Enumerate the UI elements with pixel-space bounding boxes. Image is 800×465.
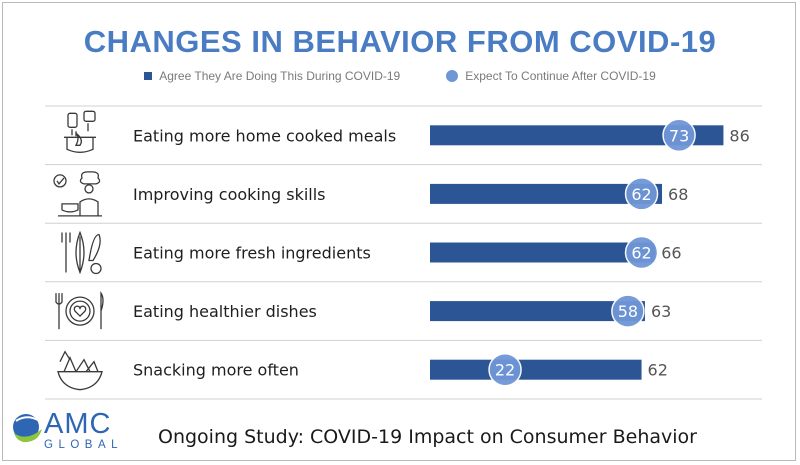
plate-heart-icon — [55, 290, 104, 330]
logo-text-global: GLOBAL — [44, 439, 124, 451]
category-label: Improving cooking skills — [133, 185, 326, 204]
logo-text-amc: AMC — [44, 408, 112, 440]
bar-during — [430, 242, 656, 263]
category-label: Eating more fresh ingredients — [133, 244, 371, 263]
category-label: Eating healthier dishes — [133, 302, 317, 321]
dot-value-label: 73 — [669, 126, 689, 145]
dot-after — [624, 235, 659, 270]
legend-bar-swatch — [144, 72, 153, 80]
vegetables-icon — [61, 230, 102, 275]
cooking-pot-icon — [64, 110, 96, 153]
snack-bowl-icon — [57, 350, 103, 391]
dot-after — [624, 177, 659, 211]
dot-after — [611, 294, 645, 328]
bar-during — [430, 359, 642, 380]
footer: AMC GLOBAL Ongoing Study: COVID-19 Impac… — [12, 407, 782, 457]
bar-value-label: 68 — [668, 185, 688, 204]
footer-subtitle: Ongoing Study: COVID-19 Impact on Consum… — [158, 426, 697, 448]
chart-plot: Eating more home cooked meals 86 73 Improvi… — [45, 105, 762, 400]
legend-dot-swatch — [446, 70, 459, 82]
category-label: Eating more home cooked meals — [133, 126, 396, 145]
legend-after-label: Expect To Continue After COVID-19 — [465, 69, 656, 83]
legend: Agree They Are Doing This During COVID-1… — [0, 69, 800, 83]
bar-value-label: 66 — [661, 244, 681, 263]
dot-after — [662, 118, 696, 153]
bar-value-label: 63 — [651, 302, 671, 321]
bar-during — [430, 183, 663, 204]
legend-during-label: Agree They Are Doing This During COVID-1… — [159, 69, 401, 83]
category-label: Snacking more often — [133, 361, 299, 380]
dot-value-label: 22 — [495, 361, 515, 380]
dot-value-label: 58 — [618, 302, 638, 321]
chef-icon — [53, 171, 102, 217]
bar-value-label: 62 — [648, 361, 668, 380]
chart-title: CHANGES IN BEHAVIOR FROM COVID-19 — [83, 24, 717, 59]
dot-after — [488, 352, 522, 387]
bar-value-label: 86 — [729, 126, 749, 145]
legend-item-after: Expect To Continue After COVID-19 — [446, 69, 656, 83]
chart-frame — [2, 2, 796, 461]
bar-during — [430, 125, 724, 146]
dot-value-label: 62 — [631, 185, 651, 204]
bar-during — [430, 301, 645, 322]
dot-value-label: 62 — [631, 244, 651, 263]
legend-item-during: Agree They Are Doing This During COVID-1… — [144, 69, 400, 83]
amc-logo-icon — [13, 414, 42, 443]
